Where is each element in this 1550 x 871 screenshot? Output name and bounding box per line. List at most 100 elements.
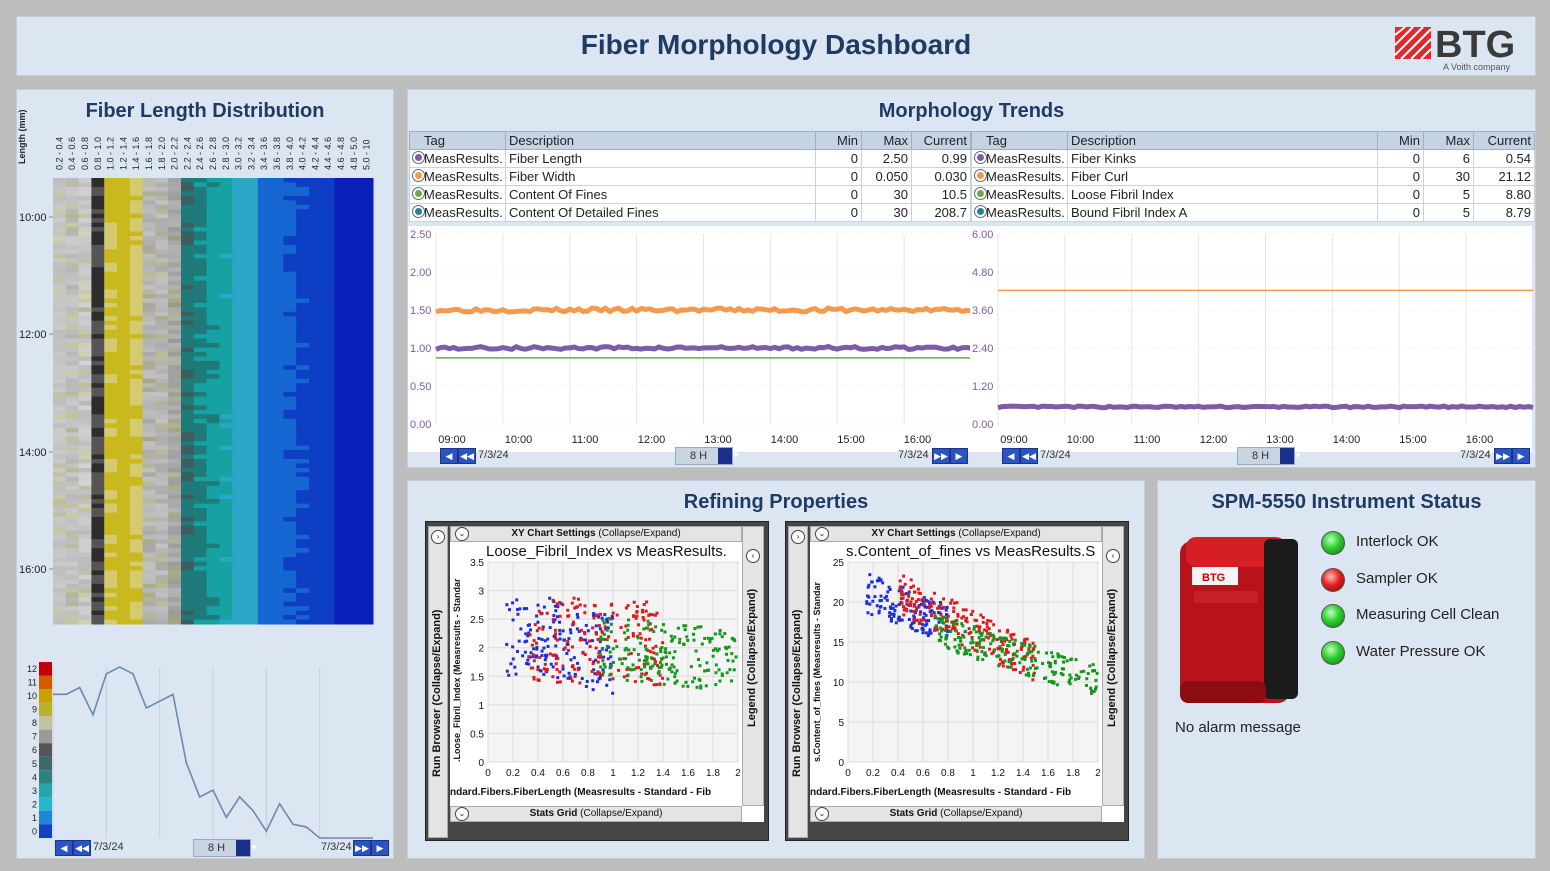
scatter-point: [980, 650, 984, 654]
scatter-point: [976, 655, 980, 659]
scatter-point: [913, 611, 917, 615]
fld-range-select[interactable]: 8 H ▼: [193, 839, 258, 857]
x-tick: 0.6: [916, 768, 930, 779]
chevron-down-icon[interactable]: ▼: [718, 448, 740, 464]
xy-settings-bar[interactable]: ⌄ XY Chart Settings (Collapse/Expand): [810, 526, 1102, 542]
trend-row[interactable]: MeasResults. Bound Fibril Index A 0 5 8.…: [971, 203, 1535, 222]
scatter-point: [981, 620, 985, 624]
scatter-point: [900, 618, 904, 622]
nav-fastforward-icon[interactable]: ▶▶: [932, 448, 950, 464]
scatter-point: [532, 639, 536, 643]
run-browser-bar[interactable]: › Run Browser (Collapse/Expand): [428, 526, 448, 838]
series-color-icon[interactable]: [975, 206, 986, 217]
run-browser-bar[interactable]: › Run Browser (Collapse/Expand): [788, 526, 808, 838]
trend-row[interactable]: MeasResults. Loose Fibril Index 0 5 8.80: [971, 185, 1535, 204]
col-tag[interactable]: Tag: [971, 131, 1068, 150]
nav-fastback-icon[interactable]: ◀◀: [73, 840, 91, 856]
nav-back-icon[interactable]: ◀: [55, 840, 73, 856]
chevron-right-icon[interactable]: ›: [431, 530, 445, 544]
chevron-down-icon[interactable]: ▼: [236, 840, 258, 856]
chevron-left-icon[interactable]: ‹: [746, 549, 760, 563]
nav-back-icon[interactable]: ◀: [440, 448, 458, 464]
x-tick: 1.4: [656, 768, 670, 779]
chevron-down-icon[interactable]: ⌄: [815, 527, 829, 541]
series-color-icon[interactable]: [975, 188, 986, 199]
legend-bar[interactable]: ‹ Legend (Collapse/Expand): [742, 526, 764, 806]
y-tick: 25: [833, 558, 845, 569]
x-tick: 14:00: [1333, 434, 1361, 446]
stats-grid-bar[interactable]: ⌄ Stats Grid (Collapse/Expand): [450, 806, 742, 822]
trend-row[interactable]: MeasResults. Fiber Curl 0 30 21.12: [971, 167, 1535, 186]
col-description[interactable]: Description: [505, 131, 816, 150]
scatter-point: [908, 602, 912, 606]
scatter-point: [623, 631, 627, 635]
chevron-right-icon[interactable]: ›: [791, 530, 805, 544]
scatter-point: [913, 590, 917, 594]
nav-fastforward-icon[interactable]: ▶▶: [353, 840, 371, 856]
series-color-icon[interactable]: [413, 188, 424, 199]
col-current[interactable]: Current: [1473, 131, 1535, 150]
series-color-icon[interactable]: [413, 206, 424, 217]
series-color-icon[interactable]: [413, 170, 424, 181]
col-max[interactable]: Max: [861, 131, 912, 150]
scatter-point: [646, 619, 650, 623]
col-min[interactable]: Min: [815, 131, 862, 150]
col-min[interactable]: Min: [1377, 131, 1424, 150]
scatter-point: [595, 680, 599, 684]
stats-grid-bar[interactable]: ⌄ Stats Grid (Collapse/Expand): [810, 806, 1102, 822]
chevron-down-icon[interactable]: ⌄: [455, 527, 469, 541]
col-current[interactable]: Current: [911, 131, 971, 150]
scatter-point: [976, 657, 980, 661]
scatter-point: [536, 603, 540, 607]
col-description[interactable]: Description: [1067, 131, 1378, 150]
series-color-icon[interactable]: [975, 170, 986, 181]
col-tag[interactable]: Tag: [409, 131, 506, 150]
trend-row[interactable]: MeasResults. Fiber Width 0 0.050 0.030: [409, 167, 971, 186]
scatter-point: [570, 645, 574, 649]
scatter-point: [965, 652, 969, 656]
fld-date-right: 7/3/24: [321, 841, 352, 853]
scatter-point: [541, 627, 545, 631]
scatter-point: [644, 609, 648, 613]
nav-fastback-icon[interactable]: ◀◀: [1020, 448, 1038, 464]
chevron-down-icon[interactable]: ⌄: [455, 807, 469, 821]
scatter-point: [974, 648, 978, 652]
trend-row[interactable]: MeasResults. Content Of Detailed Fines 0…: [409, 203, 971, 222]
scatter-point: [657, 670, 661, 674]
trend-range-select[interactable]: 8 H ▼: [1237, 447, 1302, 465]
trend-row[interactable]: MeasResults. Fiber Length 0 2.50 0.99: [409, 149, 971, 168]
scatter-point: [664, 647, 668, 651]
nav-fastback-icon[interactable]: ◀◀: [458, 448, 476, 464]
trend-row[interactable]: MeasResults. Content Of Fines 0 30 10.5: [409, 185, 971, 204]
scatter-point: [938, 639, 942, 643]
series-color-icon[interactable]: [975, 152, 986, 163]
nav-back-icon[interactable]: ◀: [1002, 448, 1020, 464]
scatter-point: [658, 673, 662, 677]
nav-forward-icon[interactable]: ▶: [950, 448, 968, 464]
x-tick: 0: [485, 768, 491, 779]
scatter-point: [949, 601, 953, 605]
trend-row[interactable]: MeasResults. Fiber Kinks 0 6 0.54: [971, 149, 1535, 168]
chevron-left-icon[interactable]: ‹: [1106, 549, 1120, 563]
scatter-point: [944, 625, 948, 629]
scatter-point: [535, 647, 539, 651]
nav-forward-icon[interactable]: ▶: [371, 840, 389, 856]
scatter-point: [720, 672, 724, 676]
trend-date-right: 7/3/24: [1460, 449, 1491, 461]
scatter-point: [626, 673, 630, 677]
xy-settings-bar[interactable]: ⌄ XY Chart Settings (Collapse/Expand): [450, 526, 742, 542]
trend-range-select[interactable]: 8 H ▼: [675, 447, 740, 465]
scatter-chart-1: Loose_Fibril_Index vs MeasResults. 0 0.2 0.…: [450, 543, 740, 798]
nav-forward-icon[interactable]: ▶: [1512, 448, 1530, 464]
series-color-icon[interactable]: [413, 152, 424, 163]
scatter-point: [537, 636, 541, 640]
chevron-down-icon[interactable]: ⌄: [815, 807, 829, 821]
scatter-point: [866, 585, 870, 589]
col-max[interactable]: Max: [1423, 131, 1474, 150]
scatter-point: [887, 614, 891, 618]
nav-fastforward-icon[interactable]: ▶▶: [1494, 448, 1512, 464]
status-led-icon: [1321, 531, 1345, 555]
min-cell: 0: [1377, 185, 1424, 204]
chevron-down-icon[interactable]: ▼: [1280, 448, 1302, 464]
legend-bar[interactable]: ‹ Legend (Collapse/Expand): [1102, 526, 1124, 806]
